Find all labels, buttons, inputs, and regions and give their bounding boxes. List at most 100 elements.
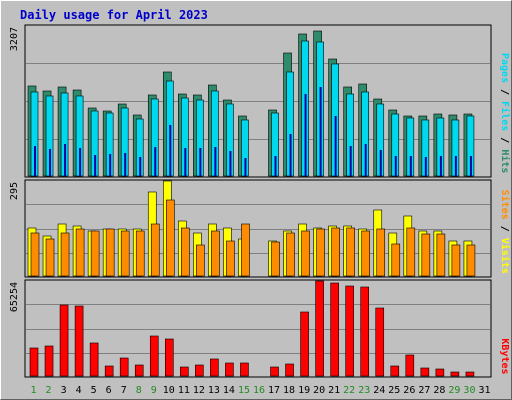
bar-sites-day-10 [165, 199, 175, 277]
day-label-27: 27 [418, 385, 430, 396]
bar-kbytes-day-14 [225, 362, 234, 377]
chart-panel-2: 295 Sites / Visits [9, 179, 511, 278]
panel-bars [27, 30, 475, 177]
day-label-20: 20 [313, 385, 325, 396]
day-label-28: 28 [433, 385, 445, 396]
day-label-22: 22 [343, 385, 355, 396]
panel-series-labels: Pages / Files / Hits [499, 53, 511, 173]
bar-pages-day-29 [454, 156, 457, 176]
day-label-15: 15 [238, 385, 250, 396]
series-label: Files [499, 101, 511, 131]
bar-kbytes-day-1 [29, 347, 39, 377]
bar-kbytes-day-27 [420, 367, 430, 377]
bar-kbytes-day-2 [44, 345, 54, 377]
chart-title: Daily usage for April 2023 [20, 8, 208, 22]
series-label: KBytes [499, 338, 510, 374]
bar-kbytes-day-13 [210, 358, 219, 377]
bar-kbytes-day-6 [104, 365, 114, 377]
day-label-29: 29 [448, 385, 460, 396]
bar-pages-day-3 [64, 144, 67, 176]
bar-sites-day-4 [75, 228, 85, 277]
day-label-18: 18 [283, 385, 295, 396]
bar-sites-day-8 [135, 230, 145, 277]
chart-panel-3: 65254 KBytes [9, 279, 510, 378]
bar-kbytes-day-9 [149, 335, 159, 377]
bar-kbytes-day-7 [119, 357, 129, 377]
bar-pages-day-1 [34, 146, 36, 176]
bar-sites-day-7 [120, 230, 130, 277]
bar-pages-day-25 [394, 156, 397, 176]
bar-pages-day-30 [469, 156, 472, 176]
series-label: Sites [499, 190, 511, 220]
day-label-2: 2 [46, 385, 52, 396]
bar-kbytes-day-20 [315, 280, 324, 377]
bar-sites-day-29 [451, 244, 461, 277]
bar-kbytes-day-30 [465, 371, 475, 377]
bar-sites-day-21 [331, 227, 340, 277]
day-label-30: 30 [463, 385, 475, 396]
bar-sites-day-3 [60, 232, 70, 277]
bar-pages-day-17 [274, 156, 277, 176]
day-label-16: 16 [253, 385, 265, 396]
bar-sites-day-24 [376, 228, 386, 277]
day-label-12: 12 [193, 385, 205, 396]
day-label-8: 8 [136, 385, 142, 396]
bar-sites-day-1 [30, 232, 40, 277]
bar-kbytes-day-12 [195, 364, 204, 377]
bar-sites-day-19 [301, 230, 310, 277]
day-label-1: 1 [31, 385, 37, 396]
series-label: Visits [499, 238, 511, 274]
panel-bars [27, 180, 476, 277]
bar-pages-day-26 [409, 156, 412, 176]
bar-sites-day-15 [241, 223, 250, 277]
day-label-19: 19 [298, 385, 310, 396]
bar-pages-day-14 [229, 151, 232, 176]
day-label-13: 13 [208, 385, 220, 396]
bar-pages-day-13 [214, 147, 217, 176]
bar-kbytes-day-4 [74, 305, 84, 377]
day-label-26: 26 [403, 385, 415, 396]
bar-sites-day-11 [181, 227, 190, 277]
bar-pages-day-2 [49, 149, 52, 176]
day-label-4: 4 [76, 385, 82, 396]
bar-sites-day-9 [150, 223, 160, 277]
series-label: Pages [499, 53, 510, 83]
day-label-10: 10 [163, 385, 175, 396]
bar-pages-day-6 [109, 154, 112, 176]
bar-pages-day-28 [439, 156, 442, 176]
day-label-7: 7 [121, 385, 127, 396]
day-label-31: 31 [478, 385, 490, 396]
bar-pages-day-27 [424, 157, 427, 176]
bar-pages-day-23 [364, 144, 367, 176]
panel-bars [29, 280, 475, 377]
day-label-21: 21 [328, 385, 340, 396]
bar-sites-day-26 [406, 227, 416, 277]
bar-pages-day-21 [334, 116, 337, 176]
bar-kbytes-day-11 [180, 366, 189, 377]
bar-kbytes-day-17 [270, 366, 279, 377]
panel-series-labels: KBytes [499, 338, 510, 374]
series-label: / [499, 220, 510, 238]
day-label-23: 23 [358, 385, 370, 396]
day-label-9: 9 [151, 385, 157, 396]
bar-kbytes-day-19 [300, 311, 309, 377]
bar-sites-day-28 [436, 233, 446, 277]
bar-pages-day-10 [169, 125, 172, 176]
panel-max-label: 295 [9, 182, 20, 200]
bar-kbytes-day-22 [345, 285, 354, 377]
chart-panels: 3207 Pages / Files / Hits 295 Sites / Visit… [9, 24, 511, 378]
bar-pages-day-15 [244, 158, 247, 176]
bar-kbytes-day-25 [390, 365, 400, 377]
bar-pages-day-8 [139, 157, 142, 176]
day-label-6: 6 [106, 385, 112, 396]
x-axis-day-labels: 1 2 3 4 5 6 7 8 9 10 11 12 13 14 15 16 17 18 19 20 21 22 23 24 2… [31, 385, 491, 396]
bar-sites-day-27 [421, 233, 431, 277]
bar-kbytes-day-18 [285, 363, 294, 377]
bar-kbytes-day-8 [134, 364, 144, 377]
bar-pages-day-9 [154, 147, 157, 176]
bar-sites-day-14 [226, 240, 235, 277]
series-label: Hits [499, 149, 511, 173]
bar-kbytes-day-5 [89, 342, 99, 377]
